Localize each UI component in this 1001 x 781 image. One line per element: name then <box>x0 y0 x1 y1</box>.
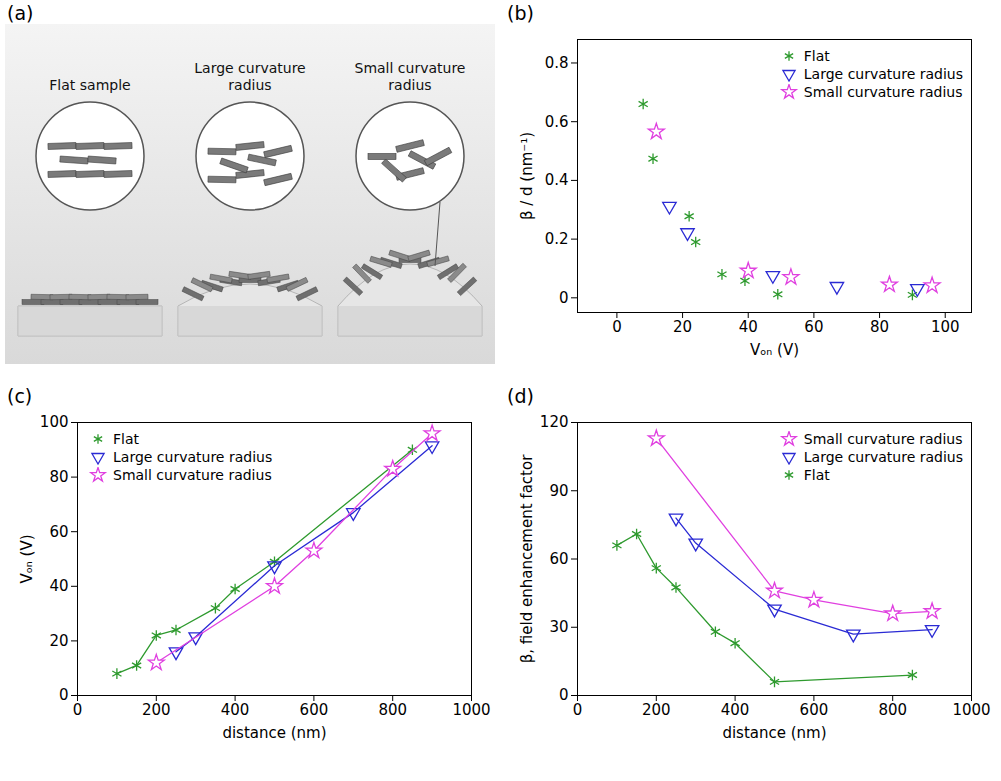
svg-text:400: 400 <box>221 701 250 719</box>
svg-text:80: 80 <box>49 468 68 486</box>
svg-text:200: 200 <box>142 701 171 719</box>
svg-text:40: 40 <box>49 577 68 595</box>
svg-text:0.2: 0.2 <box>545 230 569 248</box>
svg-text:80: 80 <box>870 318 889 336</box>
svg-text:Small curvature: Small curvature <box>355 60 466 76</box>
svg-text:distance (nm): distance (nm) <box>722 724 826 742</box>
svg-text:Large curvature: Large curvature <box>194 60 305 76</box>
svg-text:1000: 1000 <box>952 701 990 719</box>
svg-text:1000: 1000 <box>452 701 490 719</box>
svg-text:60: 60 <box>804 318 823 336</box>
html-text:(c): (c) <box>7 385 33 407</box>
svg-text:0.4: 0.4 <box>545 171 569 189</box>
svg-text:200: 200 <box>642 701 671 719</box>
html-text:Flat: Flat <box>113 431 139 447</box>
html-text:(a): (a) <box>7 2 34 24</box>
svg-text:Flat sample: Flat sample <box>49 77 130 93</box>
svg-text:radius: radius <box>388 77 431 93</box>
html-text:Small curvature radius: Small curvature radius <box>113 467 272 483</box>
html-text:Flat: Flat <box>803 467 830 483</box>
svg-text:distance (nm): distance (nm) <box>222 724 326 742</box>
svg-text:Vₒₙ (V): Vₒₙ (V) <box>18 534 36 583</box>
html-text:(d): (d) <box>507 385 534 407</box>
svg-text:400: 400 <box>721 701 750 719</box>
svg-text:800: 800 <box>378 701 407 719</box>
svg-text:β, field enhancement factor: β, field enhancement factor <box>518 454 536 663</box>
svg-text:20: 20 <box>49 632 68 650</box>
html-text:Flat: Flat <box>803 48 830 64</box>
svg-text:0: 0 <box>573 701 583 719</box>
svg-text:Vₒₙ (V): Vₒₙ (V) <box>750 341 799 359</box>
svg-text:20: 20 <box>673 318 692 336</box>
svg-text:0: 0 <box>59 686 69 704</box>
html-text:Small curvature radius: Small curvature radius <box>803 431 963 447</box>
html-text:Large curvature radius: Large curvature radius <box>803 449 963 465</box>
svg-text:100: 100 <box>931 318 960 336</box>
svg-text:0: 0 <box>73 701 83 719</box>
html-text:(b): (b) <box>507 2 534 24</box>
svg-text:600: 600 <box>800 701 829 719</box>
svg-text:30: 30 <box>549 618 568 636</box>
svg-text:800: 800 <box>878 701 907 719</box>
svg-text:40: 40 <box>739 318 758 336</box>
svg-text:β / d (nm⁻¹): β / d (nm⁻¹) <box>518 132 536 220</box>
svg-text:radius: radius <box>228 77 271 93</box>
svg-text:0.6: 0.6 <box>545 112 569 130</box>
svg-text:0: 0 <box>612 318 622 336</box>
html-text:Large curvature radius: Large curvature radius <box>113 449 273 465</box>
svg-text:60: 60 <box>49 523 68 541</box>
svg-text:0: 0 <box>559 289 569 307</box>
svg-text:120: 120 <box>540 413 569 431</box>
svg-text:0.8: 0.8 <box>545 54 569 72</box>
svg-text:100: 100 <box>40 413 69 431</box>
html-text:Small curvature radius: Small curvature radius <box>803 84 963 100</box>
svg-text:600: 600 <box>300 701 329 719</box>
svg-text:90: 90 <box>549 482 568 500</box>
svg-text:0: 0 <box>559 686 569 704</box>
svg-text:60: 60 <box>549 550 568 568</box>
html-text:Large curvature radius: Large curvature radius <box>803 66 963 82</box>
